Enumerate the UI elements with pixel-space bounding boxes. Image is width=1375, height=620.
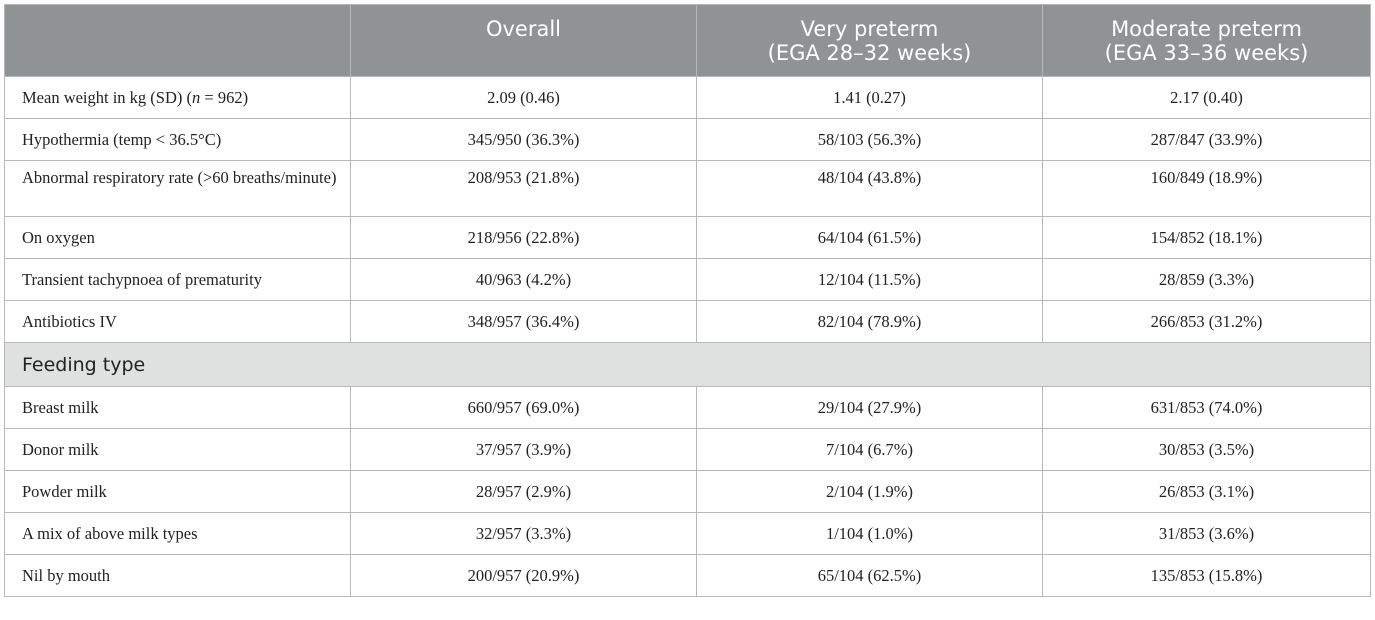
cell-moderate-preterm: 154/852 (18.1%) xyxy=(1042,216,1371,259)
cell-very-preterm: 1/104 (1.0%) xyxy=(696,512,1043,555)
row-label: Abnormal respiratory rate (>60 breaths/m… xyxy=(4,160,351,217)
row-label: Transient tachypnoea of prematurity xyxy=(4,258,351,301)
table-row: Antibiotics IV 348/957 (36.4%) 82/104 (7… xyxy=(4,300,1371,343)
header-very-preterm: Very preterm (EGA 28–32 weeks) xyxy=(696,4,1043,77)
table-row: Donor milk 37/957 (3.9%) 7/104 (6.7%) 30… xyxy=(4,428,1371,471)
cell-overall: 2.09 (0.46) xyxy=(350,76,697,119)
header-overall-label: Overall xyxy=(485,17,562,41)
cell-moderate-preterm: 28/859 (3.3%) xyxy=(1042,258,1371,301)
cell-overall: 348/957 (36.4%) xyxy=(350,300,697,343)
cell-very-preterm: 7/104 (6.7%) xyxy=(696,428,1043,471)
cell-moderate-preterm: 135/853 (15.8%) xyxy=(1042,554,1371,597)
table-row: Breast milk 660/957 (69.0%) 29/104 (27.9… xyxy=(4,386,1371,429)
cell-moderate-preterm: 266/853 (31.2%) xyxy=(1042,300,1371,343)
row-label: A mix of above milk types xyxy=(4,512,351,555)
table-row: Mean weight in kg (SD) (n = 962) 2.09 (0… xyxy=(4,76,1371,119)
header-moderate-preterm-line1: Moderate preterm xyxy=(1111,17,1302,41)
cell-very-preterm: 58/103 (56.3%) xyxy=(696,118,1043,161)
section-heading: Feeding type xyxy=(4,342,1371,387)
cell-moderate-preterm: 30/853 (3.5%) xyxy=(1042,428,1371,471)
cell-overall: 345/950 (36.3%) xyxy=(350,118,697,161)
row-label: Donor milk xyxy=(4,428,351,471)
cell-overall: 28/957 (2.9%) xyxy=(350,470,697,513)
header-moderate-preterm: Moderate preterm (EGA 33–36 weeks) xyxy=(1042,4,1371,77)
header-blank xyxy=(4,4,351,77)
cell-moderate-preterm: 31/853 (3.6%) xyxy=(1042,512,1371,555)
row-label-tail: = 962) xyxy=(200,87,249,107)
row-label-variable: n xyxy=(192,87,201,107)
header-moderate-preterm-line2: (EGA 33–36 weeks) xyxy=(1104,41,1309,65)
header-very-preterm-line1: Very preterm xyxy=(800,17,939,41)
cell-moderate-preterm: 631/853 (74.0%) xyxy=(1042,386,1371,429)
cell-overall: 37/957 (3.9%) xyxy=(350,428,697,471)
cell-moderate-preterm: 160/849 (18.9%) xyxy=(1042,160,1371,217)
data-table: Overall Very preterm (EGA 28–32 weeks) M… xyxy=(4,4,1371,597)
cell-moderate-preterm: 2.17 (0.40) xyxy=(1042,76,1371,119)
cell-overall: 208/953 (21.8%) xyxy=(350,160,697,217)
row-label: Mean weight in kg (SD) (n = 962) xyxy=(4,76,351,119)
table-row: Transient tachypnoea of prematurity 40/9… xyxy=(4,258,1371,301)
table-row: A mix of above milk types 32/957 (3.3%) … xyxy=(4,512,1371,555)
cell-very-preterm: 64/104 (61.5%) xyxy=(696,216,1043,259)
row-label: Antibiotics IV xyxy=(4,300,351,343)
row-label: Breast milk xyxy=(4,386,351,429)
cell-overall: 200/957 (20.9%) xyxy=(350,554,697,597)
header-very-preterm-line2: (EGA 28–32 weeks) xyxy=(767,41,972,65)
row-label: Hypothermia (temp < 36.5°C) xyxy=(4,118,351,161)
cell-very-preterm: 2/104 (1.9%) xyxy=(696,470,1043,513)
cell-very-preterm: 48/104 (43.8%) xyxy=(696,160,1043,217)
cell-very-preterm: 82/104 (78.9%) xyxy=(696,300,1043,343)
header-row: Overall Very preterm (EGA 28–32 weeks) M… xyxy=(4,4,1371,77)
cell-overall: 218/956 (22.8%) xyxy=(350,216,697,259)
table-row: Nil by mouth 200/957 (20.9%) 65/104 (62.… xyxy=(4,554,1371,597)
cell-overall: 660/957 (69.0%) xyxy=(350,386,697,429)
header-overall: Overall xyxy=(350,4,697,77)
cell-moderate-preterm: 287/847 (33.9%) xyxy=(1042,118,1371,161)
section-row: Feeding type xyxy=(4,342,1371,387)
cell-overall: 40/963 (4.2%) xyxy=(350,258,697,301)
cell-moderate-preterm: 26/853 (3.1%) xyxy=(1042,470,1371,513)
table-row: On oxygen 218/956 (22.8%) 64/104 (61.5%)… xyxy=(4,216,1371,259)
table-row: Hypothermia (temp < 36.5°C) 345/950 (36.… xyxy=(4,118,1371,161)
table-container: Overall Very preterm (EGA 28–32 weeks) M… xyxy=(4,4,1371,597)
cell-very-preterm: 12/104 (11.5%) xyxy=(696,258,1043,301)
row-label: Nil by mouth xyxy=(4,554,351,597)
row-label-text: Mean weight in kg (SD) ( xyxy=(22,87,193,107)
cell-very-preterm: 1.41 (0.27) xyxy=(696,76,1043,119)
table-row: Powder milk 28/957 (2.9%) 2/104 (1.9%) 2… xyxy=(4,470,1371,513)
table-row: Abnormal respiratory rate (>60 breaths/m… xyxy=(4,160,1371,217)
cell-very-preterm: 29/104 (27.9%) xyxy=(696,386,1043,429)
row-label: On oxygen xyxy=(4,216,351,259)
row-label: Powder milk xyxy=(4,470,351,513)
cell-very-preterm: 65/104 (62.5%) xyxy=(696,554,1043,597)
cell-overall: 32/957 (3.3%) xyxy=(350,512,697,555)
